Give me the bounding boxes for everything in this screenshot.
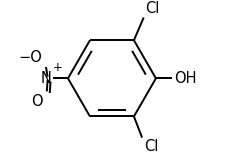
Text: N: N [41,71,52,86]
Text: −O: −O [18,49,42,64]
Text: Cl: Cl [145,1,160,16]
Text: +: + [52,61,62,74]
Text: OH: OH [174,71,196,86]
Text: Cl: Cl [144,139,158,154]
Text: O: O [31,94,43,109]
